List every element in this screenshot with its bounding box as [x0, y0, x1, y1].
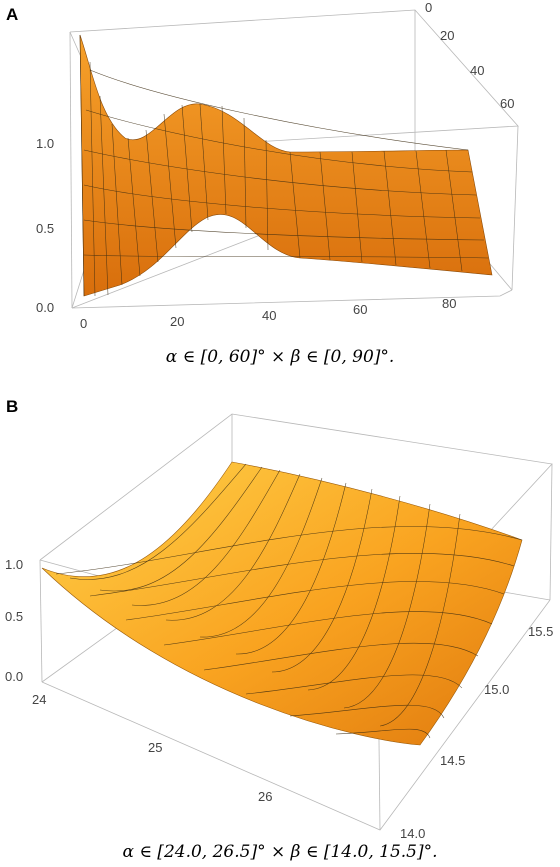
panel-a-z-tick: 1.0: [36, 136, 54, 151]
panel-b-x-tick: 26: [258, 789, 272, 804]
panel-b-mesh: [55, 463, 523, 739]
panel-b-label: B: [6, 397, 18, 416]
panel-b-x-tick: 24: [32, 692, 46, 707]
panel-a-x-tick: 80: [442, 296, 456, 311]
panel-a-label: A: [6, 5, 18, 24]
panel-a-caption: α ∈ [0, 60]° × β ∈ [0, 90]°.: [166, 347, 395, 367]
panel-a-x-tick: 0: [80, 316, 87, 331]
panel-a: A 1.0: [6, 0, 519, 367]
panel-a-y-tick: 0: [425, 0, 432, 15]
panel-b-y-tick: 15.5: [528, 624, 553, 639]
panel-a-mesh: [79, 34, 489, 297]
panel-a-y-tick: 60: [500, 96, 514, 111]
panel-b-surface: [41, 461, 523, 746]
panel-b-y-tick: 14.0: [400, 826, 425, 841]
panel-a-surface: [79, 34, 493, 297]
panel-b-y-tick: 15.0: [484, 682, 509, 697]
panel-a-x-tick: 60: [353, 302, 367, 317]
panel-a-x-ticks: 0 20 40 60 80: [80, 296, 456, 331]
panel-b: B: [5, 397, 553, 862]
panel-b-y-tick: 14.5: [440, 753, 465, 768]
panel-b-z-tick: 1.0: [5, 557, 23, 572]
panel-b-caption: α ∈ [24.0, 26.5]° × β ∈ [14.0, 15.5]°.: [122, 842, 437, 862]
panel-b-y-ticks: 14.0 14.5 15.0 15.5: [400, 624, 553, 841]
panel-b-z-ticks: 1.0 0.5 0.0: [5, 557, 23, 684]
panel-a-z-tick: 0.0: [36, 300, 54, 315]
panel-a-x-tick: 20: [170, 314, 184, 329]
panel-a-y-ticks: 0 20 40 60: [425, 0, 514, 111]
panel-a-x-tick: 40: [262, 308, 276, 323]
panel-b-x-tick: 25: [148, 740, 162, 755]
panel-a-y-tick: 20: [440, 28, 454, 43]
panel-b-z-tick: 0.0: [5, 669, 23, 684]
panel-b-z-tick: 0.5: [5, 609, 23, 624]
panel-a-y-tick: 40: [470, 63, 484, 78]
panel-b-x-ticks: 24 25 26: [32, 692, 272, 804]
panel-a-z-tick: 0.5: [36, 221, 54, 236]
panel-a-z-ticks: 1.0 0.5 0.0: [36, 136, 54, 315]
